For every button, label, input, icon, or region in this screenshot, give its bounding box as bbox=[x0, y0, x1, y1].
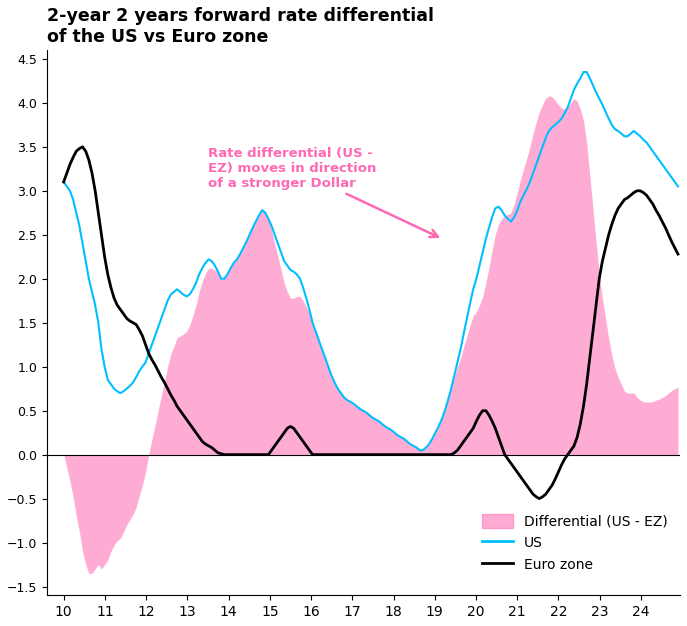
Text: Rate differential (US -
EZ) moves in direction
of a stronger Dollar: Rate differential (US - EZ) moves in dir… bbox=[208, 147, 438, 237]
Legend: Differential (US - EZ), US, Euro zone: Differential (US - EZ), US, Euro zone bbox=[477, 508, 673, 577]
Text: 2-year 2 years forward rate differential
of the US vs Euro zone: 2-year 2 years forward rate differential… bbox=[47, 7, 434, 46]
